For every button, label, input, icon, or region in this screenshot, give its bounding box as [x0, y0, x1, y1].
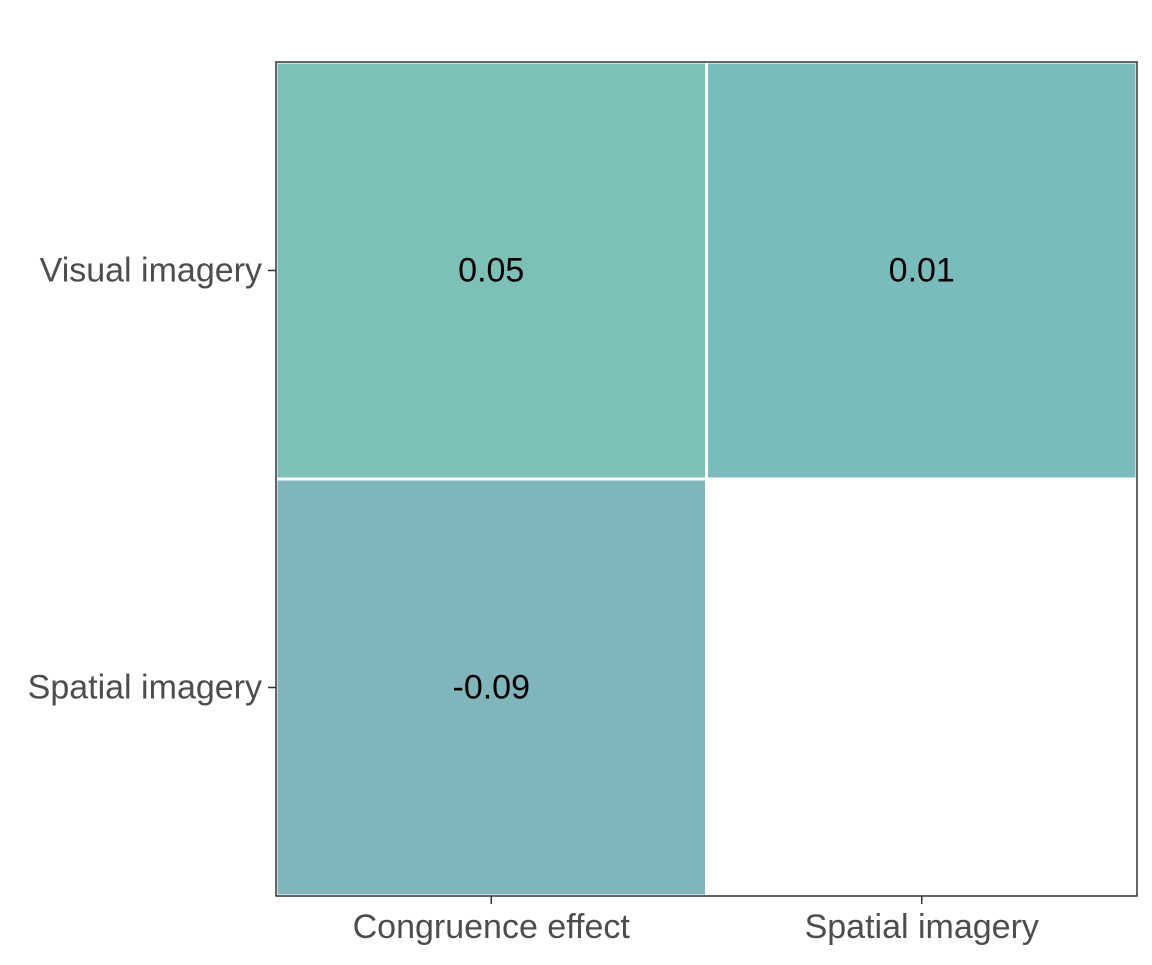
x-tick-label-congruence-effect: Congruence effect [353, 908, 631, 946]
y-tick-label-spatial-imagery: Spatial imagery [28, 669, 262, 707]
x-tick-label-spatial-imagery: Spatial imagery [805, 908, 1039, 946]
cells-layer [274, 60, 1139, 898]
heatmap-cell-congruence-effect-spatial-imagery [274, 477, 708, 898]
y-tick-label-visual-imagery: Visual imagery [40, 252, 262, 290]
panel-border [275, 61, 1138, 897]
x-axis: Congruence effect Spatial imagery [353, 896, 1039, 946]
cell-value-label: 0.01 [889, 252, 955, 290]
cell-value-label: 0.05 [458, 252, 524, 290]
cell-labels-layer: 0.05 0.01 -0.09 [453, 252, 955, 707]
heatmap-cell-congruence-effect-visual-imagery [274, 60, 708, 481]
cell-value-label: -0.09 [453, 669, 531, 707]
heatmap-cell-spatial-imagery-visual-imagery [705, 60, 1139, 481]
y-axis: Visual imagery Spatial imagery [28, 252, 276, 707]
